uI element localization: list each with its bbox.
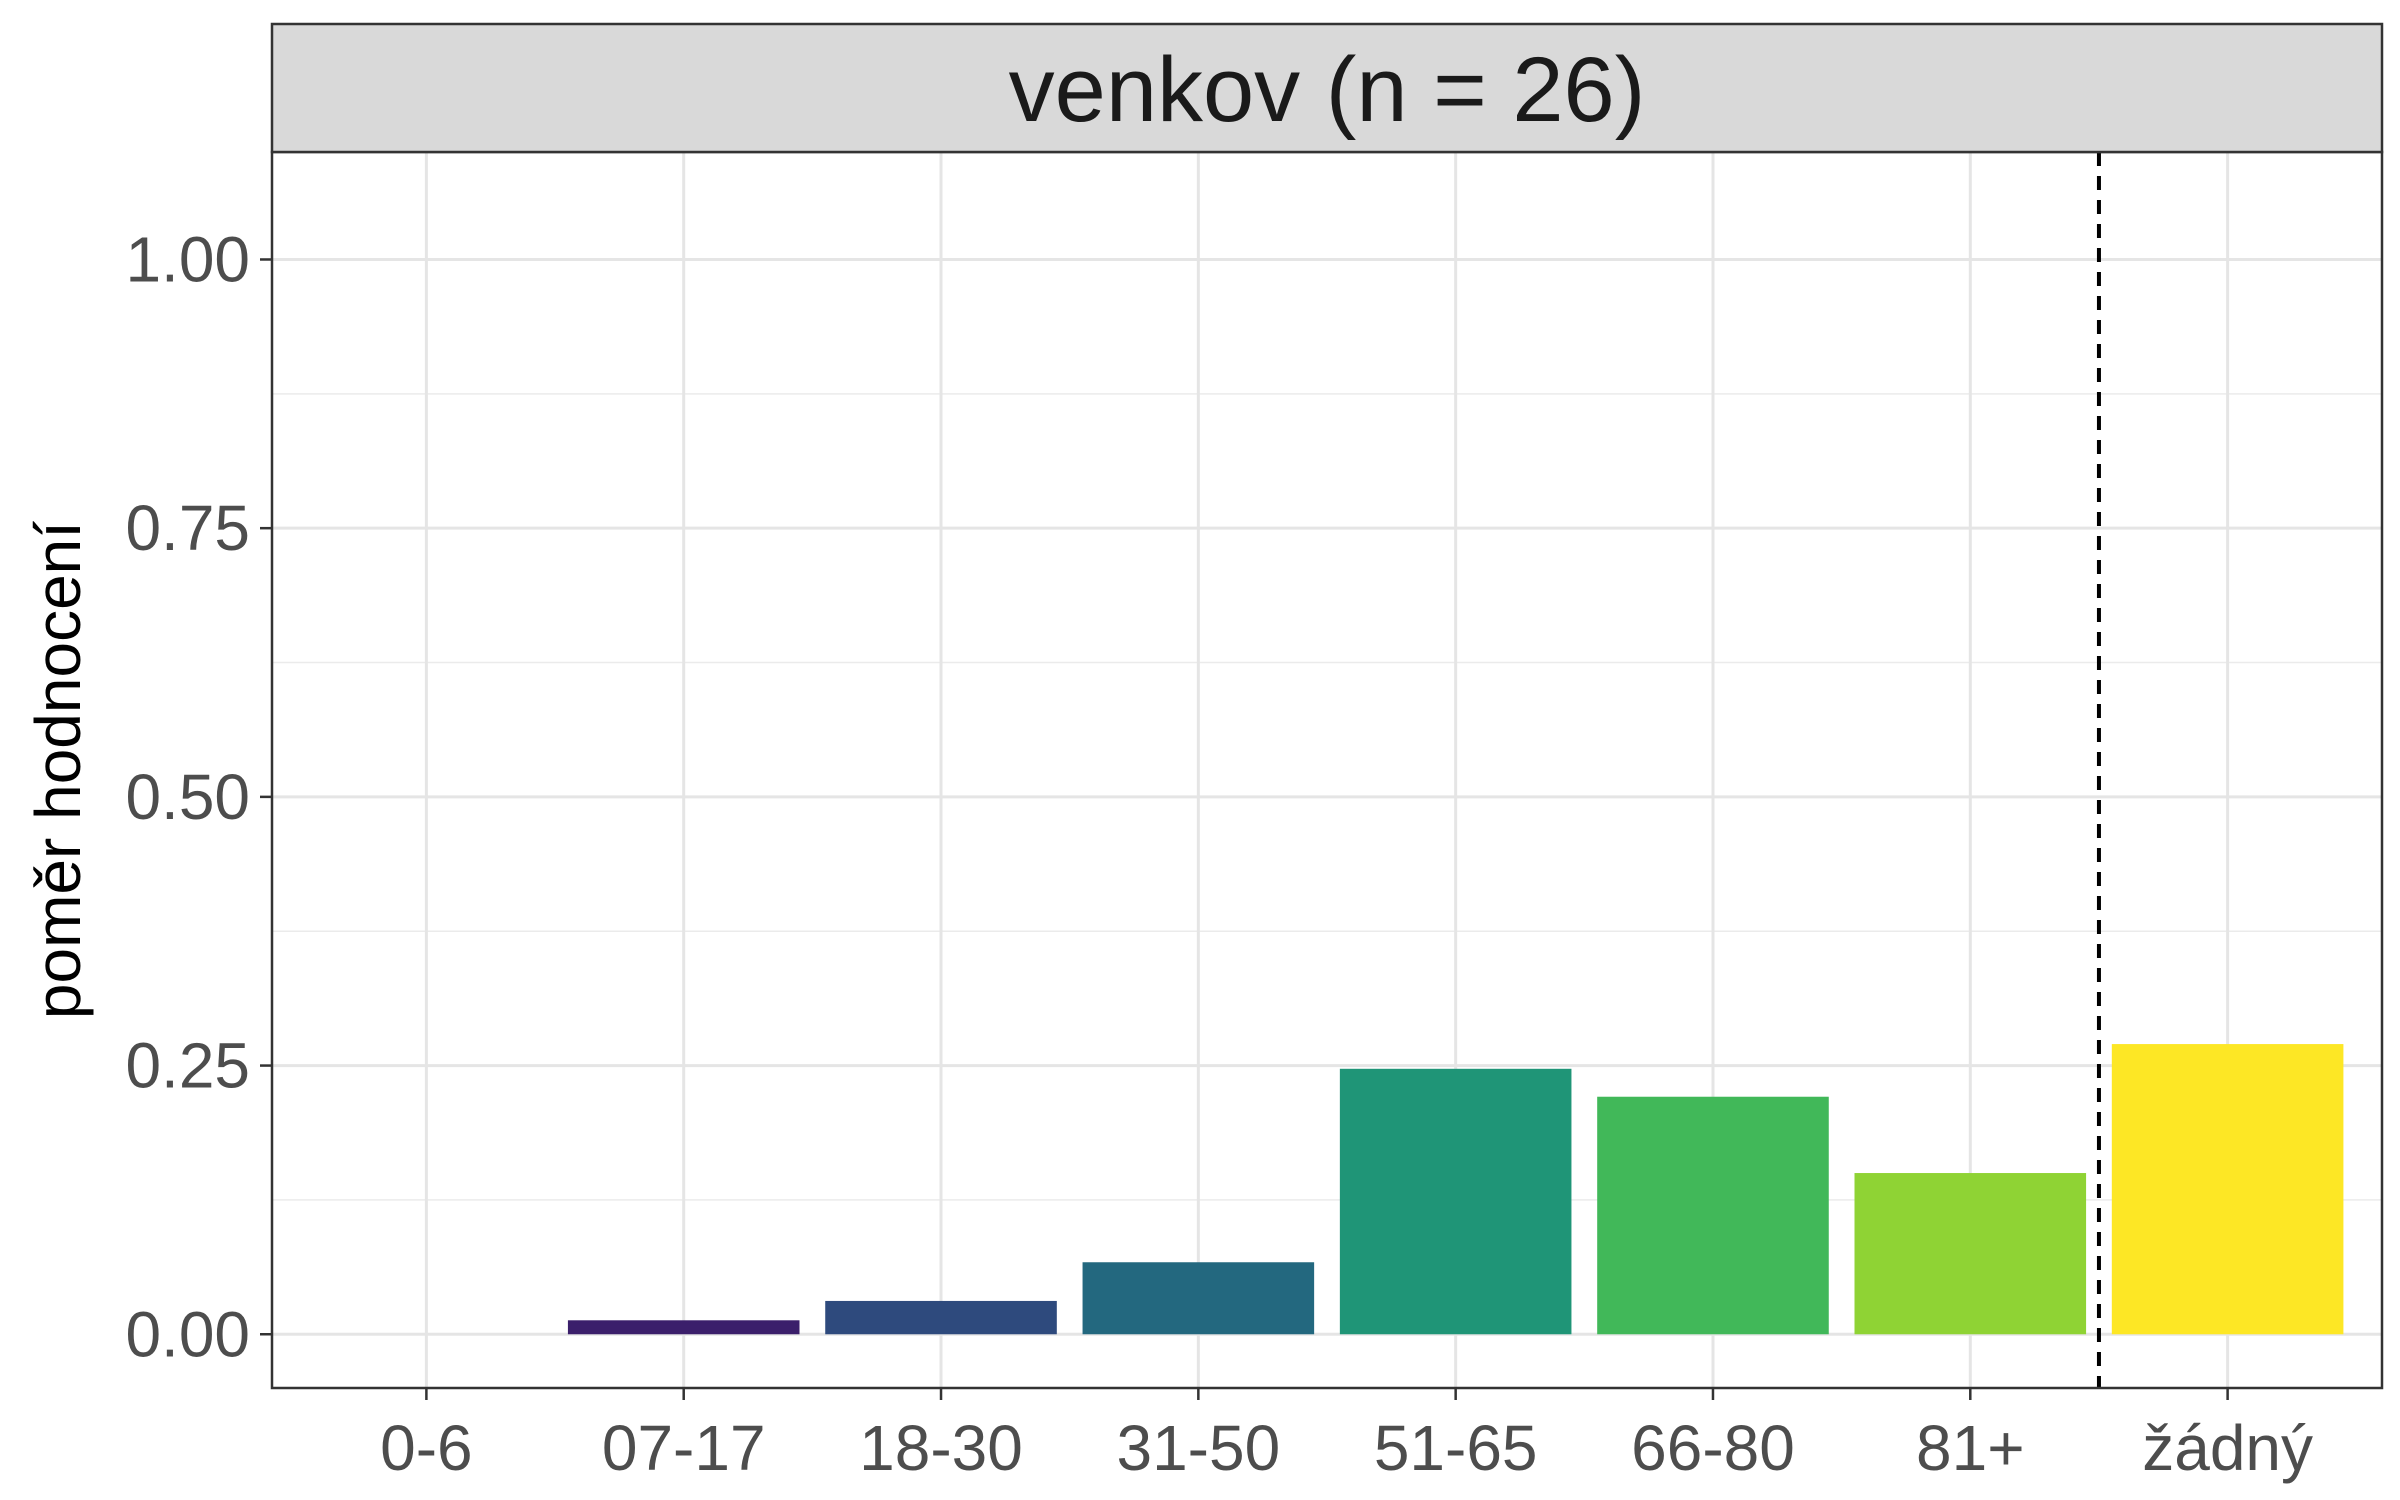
bar-žádný xyxy=(2111,1044,2344,1335)
facet-strip xyxy=(270,22,2384,154)
x-tick-label: 07-17 xyxy=(602,1412,766,1484)
bar-07-17 xyxy=(567,1320,800,1335)
y-tick-label: 0.50 xyxy=(125,761,250,833)
x-axis: 0-6 07-17 18-30 31-50 51-65 66-80 81+ žádný xyxy=(380,1388,2313,1484)
x-tick-label: žádný xyxy=(2142,1412,2313,1484)
y-axis-title: poměr hodnocení xyxy=(22,521,94,1019)
x-tick-label: 66-80 xyxy=(1631,1412,1795,1484)
x-tick-label: 51-65 xyxy=(1374,1412,1538,1484)
major-gridlines xyxy=(272,152,2382,1388)
bars xyxy=(567,1044,2344,1335)
y-tick-label: 0.00 xyxy=(125,1298,250,1370)
x-tick-label: 31-50 xyxy=(1116,1412,1280,1484)
y-tick-label: 0.25 xyxy=(125,1030,250,1102)
bar-31-50 xyxy=(1082,1262,1315,1335)
bar-66-80 xyxy=(1597,1096,1829,1335)
bar-81+ xyxy=(1854,1173,2087,1335)
x-tick-label: 18-30 xyxy=(859,1412,1023,1484)
y-axis: 0.00 0.25 0.50 0.75 1.00 xyxy=(125,223,272,1370)
x-tick-label: 0-6 xyxy=(380,1412,473,1484)
x-tick-label: 81+ xyxy=(1916,1412,2025,1484)
bar-51-65 xyxy=(1339,1068,1572,1335)
bar-18-30 xyxy=(825,1300,1057,1335)
y-tick-label: 1.00 xyxy=(125,223,250,295)
y-tick-label: 0.75 xyxy=(125,492,250,564)
facet-strip-title: venkov (n = 26) xyxy=(1009,39,1646,141)
